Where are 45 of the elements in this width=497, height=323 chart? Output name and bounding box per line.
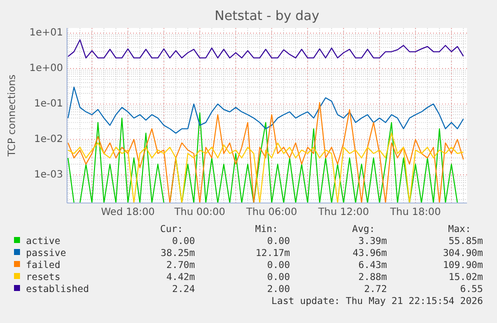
text: Max:	[448, 224, 471, 235]
text: 0.00	[267, 272, 290, 283]
y-tick-label: 1e+01	[29, 28, 63, 39]
text: 38.25m	[160, 248, 196, 259]
text: 0.00	[172, 236, 196, 247]
text: 6.55	[460, 284, 483, 295]
text: 0.00	[267, 236, 290, 247]
text: 55.85m	[448, 236, 484, 247]
text: 6.43m	[358, 260, 388, 271]
text: Min:	[255, 224, 278, 235]
text: 2.00	[267, 284, 290, 295]
line-series	[68, 39, 464, 58]
text: 109.90m	[442, 260, 484, 271]
text: 0.00	[267, 260, 290, 271]
text: Avg:	[352, 224, 375, 235]
y-tick-label: 1e-02	[34, 134, 63, 145]
text: Last update: Thu May 21 22:15:54 2026	[271, 296, 484, 307]
text: 3.39m	[358, 236, 388, 247]
y-tick-label: 1e-03	[34, 169, 63, 180]
y-tick-label: 1e+00	[29, 63, 63, 74]
y-tick-label: 1e-01	[34, 98, 63, 110]
legend-label: resets	[26, 272, 60, 283]
legend-label: active	[26, 236, 61, 247]
text: 304.90m	[442, 248, 484, 259]
legend-label: established	[26, 284, 89, 295]
text: 43.96m	[352, 248, 388, 259]
x-tick-label: Wed 18:00	[101, 207, 155, 218]
text: Cur:	[160, 224, 183, 235]
x-tick-label: Thu 06:00	[245, 207, 298, 218]
chart-title: Netstat - by day	[214, 9, 320, 24]
text: 2.72	[364, 284, 387, 295]
line-series	[68, 132, 464, 204]
line-series	[68, 86, 464, 134]
text: 2.70m	[166, 260, 196, 271]
text: 4.42m	[166, 272, 196, 283]
x-tick-label: Thu 00:00	[173, 207, 226, 218]
y-axis-title: TCP connections	[7, 74, 18, 158]
text: 2.24	[172, 284, 196, 295]
x-tick-label: Thu 18:00	[389, 207, 441, 218]
text: 12.17m	[256, 248, 290, 259]
legend-label: failed	[26, 260, 60, 271]
text: 15.02m	[448, 272, 484, 283]
x-tick-label: Thu 12:00	[317, 207, 369, 218]
text: 2.88m	[358, 272, 388, 283]
legend-label: passive	[26, 248, 66, 259]
